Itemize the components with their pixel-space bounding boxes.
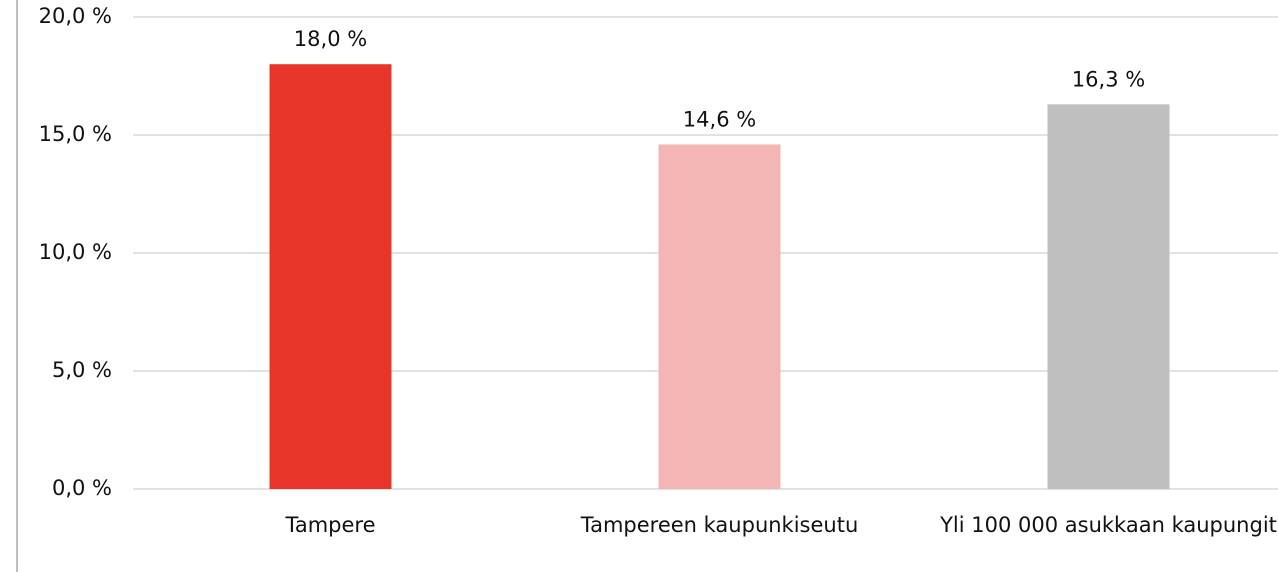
y-tick-label: 15,0 % xyxy=(39,122,112,146)
data-label: 18,0 % xyxy=(294,27,367,51)
y-tick-label: 20,0 % xyxy=(39,4,112,28)
bar xyxy=(269,64,392,489)
data-label: 16,3 % xyxy=(1072,67,1145,91)
bar xyxy=(1047,104,1170,489)
x-tick-label: Yli 100 000 asukkaan kaupungit xyxy=(940,513,1277,537)
y-tick-label: 10,0 % xyxy=(39,240,112,264)
x-tick-label: Tampere xyxy=(285,513,376,537)
data-label: 14,6 % xyxy=(683,107,756,131)
bar xyxy=(658,144,781,489)
y-tick-label: 0,0 % xyxy=(52,476,112,500)
x-tick-label: Tampereen kaupunkiseutu xyxy=(580,513,859,537)
y-tick-label: 5,0 % xyxy=(52,358,112,382)
